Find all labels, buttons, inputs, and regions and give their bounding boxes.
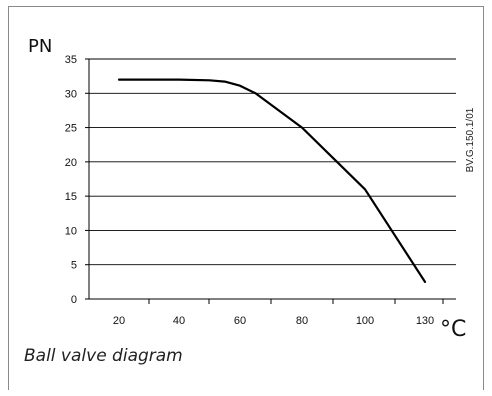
y-tick-label-35: 35 [65, 54, 77, 66]
y-tick-label-5: 5 [71, 260, 77, 272]
x-tick-label-80: 80 [296, 315, 308, 327]
x-tick-label-130: 130 [416, 315, 434, 327]
y-tick-label-30: 30 [65, 88, 77, 100]
y-tick-label-15: 15 [65, 191, 77, 203]
x-tick-label-60: 60 [234, 315, 246, 327]
x-tick-label-20: 20 [113, 315, 125, 327]
chart-frame [8, 6, 484, 390]
y-tick-label-0: 0 [71, 294, 77, 306]
y-tick-label-20: 20 [65, 157, 77, 169]
pn-curve-line [117, 78, 427, 283]
x-axis-unit: °C [440, 317, 466, 342]
y-tick-label-25: 25 [65, 123, 77, 135]
x-tick-label-40: 40 [173, 315, 185, 327]
grid-lines [89, 58, 456, 266]
diagram-reference-code: BV.G.150.1/01 [465, 107, 476, 172]
y-axis-title: PN [28, 36, 52, 57]
y-tick-label-10: 10 [65, 225, 77, 237]
x-tick-label-100: 100 [356, 315, 374, 327]
axis-ticks: 0 5 10 15 20 25 30 35 20 40 60 80 100 130 [65, 54, 444, 327]
chart-caption: Ball valve diagram [24, 346, 183, 366]
